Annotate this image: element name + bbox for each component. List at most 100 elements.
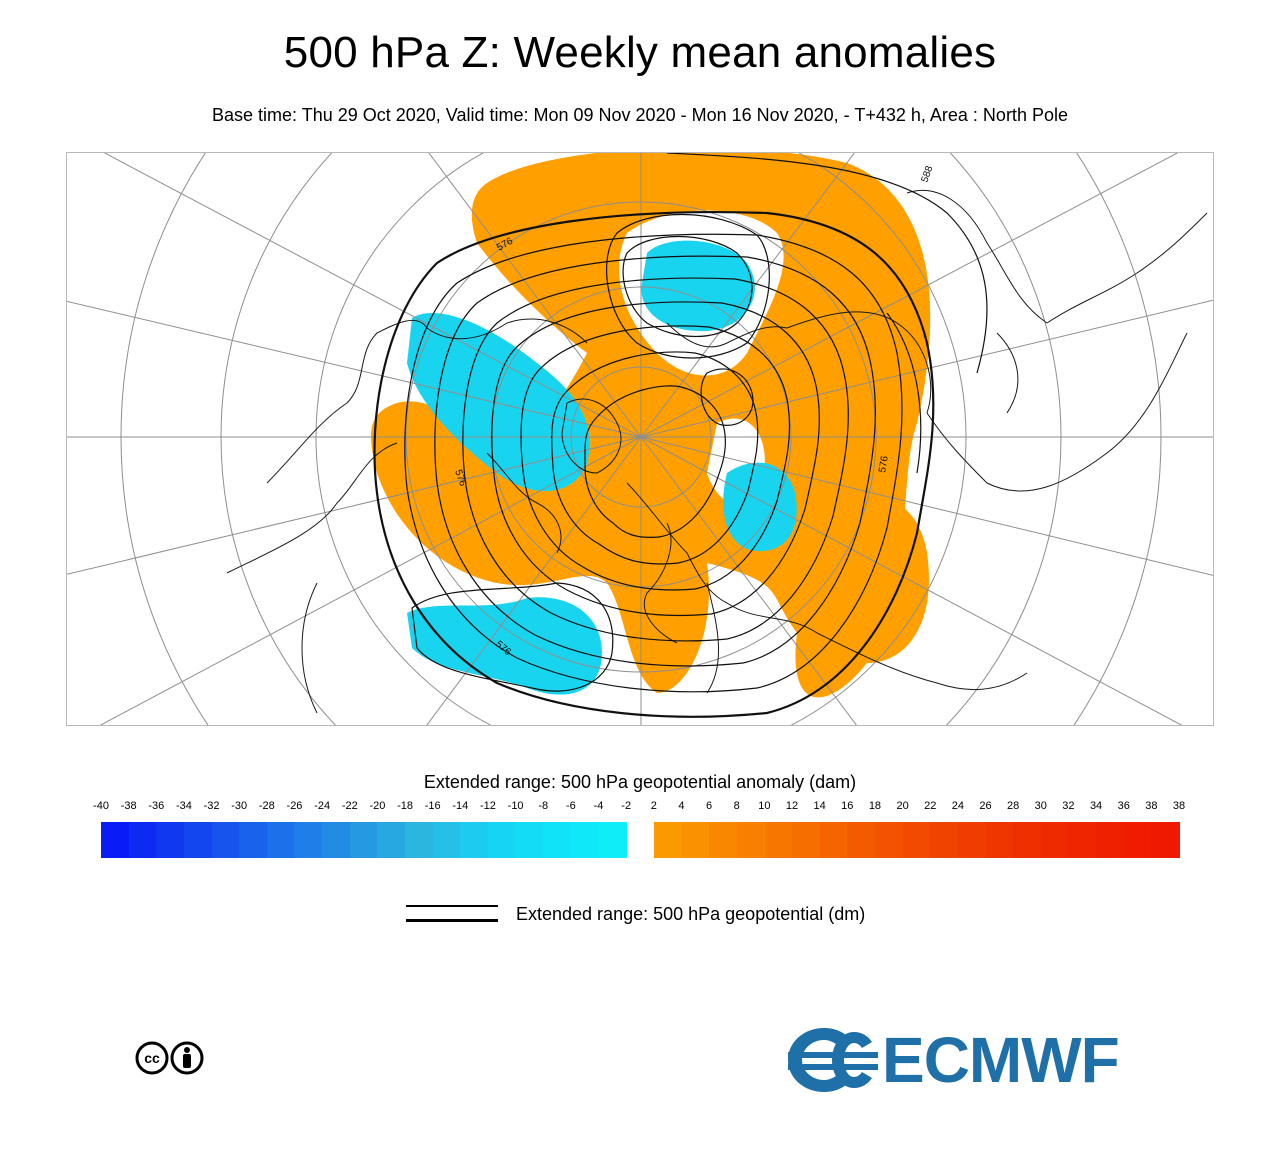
legend-tick-label: -14 bbox=[452, 800, 469, 812]
color-bar-cell bbox=[377, 822, 406, 858]
color-bar-cell bbox=[598, 822, 627, 858]
legend-tick-label: 24 bbox=[951, 800, 964, 812]
color-bar-cell bbox=[101, 822, 130, 858]
color-bar-cell bbox=[543, 822, 572, 858]
legend-tick-label: 28 bbox=[1007, 800, 1020, 812]
contour-line-legend-symbol bbox=[406, 903, 498, 923]
positive-color-bar bbox=[654, 822, 1180, 858]
legend-tick-label: -32 bbox=[203, 800, 220, 812]
legend-tick-label: -4 bbox=[593, 800, 604, 812]
color-bar-cell bbox=[211, 822, 240, 858]
color-bar-cell bbox=[709, 822, 738, 858]
legend-tick-label: 22 bbox=[924, 800, 937, 812]
legend-tick-label: -28 bbox=[258, 800, 275, 812]
legend-tick-label: 14 bbox=[813, 800, 826, 812]
legend-tick-label: 38 bbox=[1172, 800, 1186, 812]
color-bar-cell bbox=[875, 822, 904, 858]
legend-tick-labels: -40 -38 -36 -34 -32 -30 -28 -26 -24 -22 -20 -18 -16-… bbox=[0, 800, 1280, 816]
color-bar-cell bbox=[1068, 822, 1097, 858]
legend-tick-label: 26 bbox=[979, 800, 992, 812]
legend-tick-label: -30 bbox=[231, 800, 248, 812]
coastlines bbox=[226, 189, 1208, 714]
color-bar-cell bbox=[294, 822, 323, 858]
positive-anomaly-east bbox=[821, 496, 929, 663]
legend-tick-label: -26 bbox=[286, 800, 303, 812]
legend-tick-label: 12 bbox=[785, 800, 799, 812]
color-bar-cell bbox=[985, 822, 1014, 858]
ecmwf-wordmark: ECMWF bbox=[882, 1024, 1120, 1096]
positive-anomaly-main bbox=[371, 153, 931, 698]
color-bar-cell bbox=[432, 822, 461, 858]
shading-legend-title: Extended range: 500 hPa geopotential ano… bbox=[423, 772, 857, 792]
color-bar-cell bbox=[322, 822, 351, 858]
legend-tick-label: 6 bbox=[706, 800, 713, 812]
color-bar-cell bbox=[736, 822, 766, 858]
color-bar-cell bbox=[460, 822, 489, 858]
negative-anomaly-east bbox=[723, 462, 797, 552]
polar-stereographic-map: 576 576 576 576 588 bbox=[66, 152, 1214, 726]
color-bar-cell bbox=[764, 822, 793, 858]
chart-subtitle: Base time: Thu 29 Oct 2020, Valid time: … bbox=[212, 105, 1068, 125]
legend-tick-label: -40 bbox=[93, 800, 109, 812]
negative-color-bar bbox=[101, 822, 627, 858]
legend-tick-label: 2 bbox=[650, 800, 657, 812]
legend-tick-label: 30 bbox=[1034, 800, 1047, 812]
legend-tick-label: 16 bbox=[841, 800, 854, 812]
legend-tick-label: -38 bbox=[120, 800, 137, 812]
legend-tick-label: 8 bbox=[733, 800, 740, 812]
ecmwf-logo bbox=[788, 1028, 878, 1092]
legend-tick-label: -20 bbox=[369, 800, 386, 812]
legend-tick-label: -18 bbox=[397, 800, 413, 812]
color-bar-cell bbox=[847, 822, 876, 858]
map-canvas: 576 576 576 576 588 bbox=[67, 153, 1213, 725]
contour-label: 576 bbox=[877, 455, 891, 474]
color-bar-cell bbox=[128, 822, 157, 858]
color-bar-cell bbox=[266, 822, 295, 858]
color-bar-cell bbox=[239, 822, 268, 858]
thick-line-sample bbox=[406, 919, 498, 922]
thin-line-sample bbox=[406, 905, 498, 907]
color-bar-cell bbox=[902, 822, 931, 858]
color-bar-cell bbox=[819, 822, 848, 858]
color-bar-cell bbox=[957, 822, 987, 858]
contour-line-legend-label: Extended range: 500 hPa geopotential (dm… bbox=[516, 904, 866, 924]
legend-tick-label: -12 bbox=[480, 800, 496, 812]
legend-tick-label: 4 bbox=[678, 800, 685, 812]
legend-tick-label: -2 bbox=[621, 800, 632, 812]
legend-tick-label: 20 bbox=[896, 800, 909, 812]
legend-tick-label: 10 bbox=[758, 800, 771, 812]
legend-tick-label: -16 bbox=[424, 800, 441, 812]
legend-tick-label: -24 bbox=[314, 800, 331, 812]
color-bar-cell bbox=[570, 822, 599, 858]
positive-anomaly-areas bbox=[371, 153, 931, 698]
negative-anomaly-west bbox=[407, 313, 590, 492]
color-bar-cell bbox=[1123, 822, 1152, 858]
legend-tick-label: 38 bbox=[1145, 800, 1158, 812]
color-bar-cell bbox=[1040, 822, 1070, 858]
color-bar-cell bbox=[1013, 822, 1042, 858]
negative-anomaly-south bbox=[407, 597, 602, 695]
color-bar-cell bbox=[792, 822, 821, 858]
legend-tick-label: -8 bbox=[538, 800, 549, 812]
color-bar-cell bbox=[930, 822, 959, 858]
negative-anomaly-north bbox=[641, 240, 755, 332]
legend-tick-label: 36 bbox=[1117, 800, 1130, 812]
legend-tick-label: -36 bbox=[148, 800, 165, 812]
legend-tick-label: -10 bbox=[507, 800, 524, 812]
negative-anomaly-areas bbox=[407, 240, 797, 695]
geopotential-contours bbox=[373, 153, 988, 718]
graticule bbox=[67, 153, 1213, 725]
color-bar-cell bbox=[1096, 822, 1125, 858]
legend-tick-label: 32 bbox=[1062, 800, 1075, 812]
color-bar-cell bbox=[1151, 822, 1180, 858]
color-bar-cell bbox=[487, 822, 517, 858]
color-bar-cell bbox=[654, 822, 683, 858]
color-bar-cell bbox=[515, 822, 544, 858]
color-bar-cell bbox=[349, 822, 378, 858]
chart-title: 500 hPa Z: Weekly mean anomalies bbox=[283, 28, 997, 77]
legend-tick-label: 18 bbox=[868, 800, 882, 812]
creative-commons-by-icon: cc bbox=[135, 1041, 204, 1075]
legend-tick-label: 34 bbox=[1089, 800, 1103, 812]
color-bar-cell bbox=[183, 822, 213, 858]
color-bar-cell bbox=[404, 822, 434, 858]
